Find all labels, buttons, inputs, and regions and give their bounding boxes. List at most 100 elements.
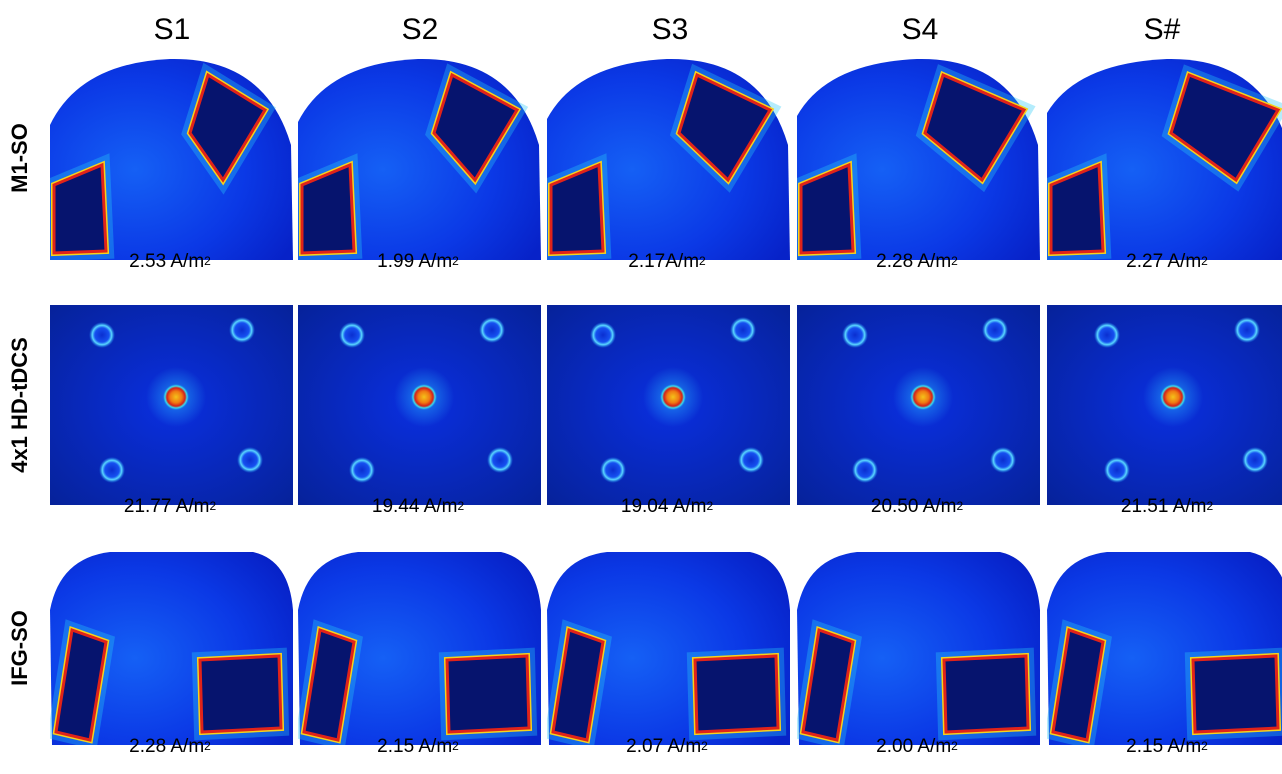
- map-panel-row1-col3: [547, 55, 790, 260]
- peak-value-label: 2.28 A/m2: [50, 736, 290, 758]
- peak-value-label: 2.53 A/m2: [50, 251, 290, 273]
- return-electrode: [1234, 317, 1260, 343]
- map-panel-row1-col2: [298, 55, 541, 260]
- map-panel-row3-col2: [298, 550, 541, 745]
- value-exponent: 2: [699, 254, 706, 268]
- value-number: 1.99: [377, 251, 415, 272]
- value-number: 2.00: [876, 736, 914, 757]
- value-number: 2.07: [626, 736, 664, 757]
- electrode-left: [298, 619, 363, 745]
- value-unit: A/m: [1163, 251, 1202, 272]
- column-header-s3: S3: [651, 13, 689, 46]
- column-header-s5: S#: [1143, 13, 1181, 46]
- value-unit: A/m: [918, 496, 957, 517]
- peak-value-label: 2.07 A/m2: [547, 736, 787, 758]
- return-electrode: [1094, 322, 1120, 348]
- peak-value-label: 19.04 A/m2: [547, 496, 787, 518]
- return-electrode: [487, 447, 513, 473]
- value-exponent: 2: [706, 499, 714, 513]
- column-header-s4: S4: [901, 13, 939, 46]
- electrode-right: [935, 647, 1037, 741]
- return-electrode: [99, 457, 125, 483]
- value-exponent: 2: [452, 739, 459, 753]
- electrode-right: [1184, 647, 1282, 741]
- electrode-anode: [181, 62, 276, 195]
- value-number: 2.28: [129, 736, 167, 757]
- value-exponent: 2: [204, 254, 211, 268]
- map-panel-row3-col5: [1047, 550, 1282, 745]
- return-electrode: [852, 457, 878, 483]
- electrode-cathode: [797, 153, 862, 260]
- value-exponent: 2: [452, 254, 459, 268]
- value-exponent: 2: [956, 499, 964, 513]
- return-electrode: [982, 317, 1008, 343]
- value-unit: A/m: [665, 251, 700, 272]
- map-panel-row1-col5: [1047, 55, 1282, 260]
- value-exponent: 2: [951, 739, 958, 753]
- row-header-ifg-so: IFG-SO: [7, 609, 32, 686]
- value-unit: A/m: [166, 251, 205, 272]
- map-panel-row2-col2: [298, 305, 541, 505]
- column-header-s1: S1: [153, 13, 191, 46]
- map-panel-row2-col1: [50, 305, 293, 505]
- peak-value-label: 2.28 A/m2: [797, 251, 1037, 273]
- electrode-anode: [1161, 64, 1282, 192]
- map-panel-row2-col3: [547, 305, 790, 505]
- value-unit: A/m: [663, 736, 702, 757]
- value-number: 2.15: [1126, 736, 1164, 757]
- value-number: 20.50: [870, 496, 919, 517]
- electrode-anode: [425, 63, 529, 194]
- column-header-s2: S2: [401, 13, 439, 46]
- return-electrode: [738, 447, 764, 473]
- peak-value-label: 2.00 A/m2: [797, 736, 1037, 758]
- return-electrode: [842, 322, 868, 348]
- value-number: 2.17: [628, 251, 666, 272]
- value-exponent: 2: [1206, 499, 1214, 513]
- electrode-left: [1047, 619, 1112, 745]
- value-unit: A/m: [171, 496, 210, 517]
- electrode-right: [438, 647, 538, 741]
- peak-value-label: 21.51 A/m2: [1047, 496, 1282, 518]
- peak-value-label: 2.27 A/m2: [1047, 251, 1282, 273]
- map-panel-row3-col4: [797, 550, 1040, 745]
- value-unit: A/m: [166, 736, 205, 757]
- center-electrode: [910, 384, 936, 410]
- value-exponent: 2: [204, 739, 211, 753]
- value-unit: A/m: [913, 736, 952, 757]
- peak-value-label: 19.44 A/m2: [298, 496, 538, 518]
- value-exponent: 2: [701, 739, 708, 753]
- return-electrode: [990, 447, 1016, 473]
- value-exponent: 2: [457, 499, 465, 513]
- center-electrode: [660, 384, 686, 410]
- electrode-right: [191, 647, 290, 741]
- electrode-left: [50, 619, 115, 745]
- return-electrode: [229, 317, 255, 343]
- map-panel-row3-col1: [50, 550, 293, 745]
- electrode-left: [547, 619, 612, 745]
- peak-value-label: 21.77 A/m2: [50, 496, 290, 518]
- map-panel-row3-col3: [547, 550, 790, 745]
- return-electrode: [237, 447, 263, 473]
- electrode-cathode: [50, 153, 115, 260]
- value-unit: A/m: [414, 736, 453, 757]
- electrode-cathode: [547, 153, 612, 260]
- return-electrode: [730, 317, 756, 343]
- return-electrode: [590, 322, 616, 348]
- return-electrode: [349, 457, 375, 483]
- return-electrode: [89, 322, 115, 348]
- map-panel-row2-col4: [797, 305, 1040, 505]
- return-electrode: [339, 322, 365, 348]
- value-exponent: 2: [951, 254, 958, 268]
- value-number: 21.51: [1120, 496, 1169, 517]
- row-header-m1-so: M1-SO: [7, 122, 32, 193]
- peak-value-label: 1.99 A/m2: [298, 251, 538, 273]
- value-unit: A/m: [913, 251, 952, 272]
- map-panel-row1-col4: [797, 55, 1040, 260]
- peak-value-label: 2.15 A/m2: [1047, 736, 1282, 758]
- electrode-cathode: [1047, 153, 1112, 260]
- value-number: 2.28: [876, 251, 914, 272]
- return-electrode: [1104, 457, 1130, 483]
- return-electrode: [1242, 447, 1268, 473]
- return-electrode: [479, 317, 505, 343]
- value-unit: A/m: [668, 496, 707, 517]
